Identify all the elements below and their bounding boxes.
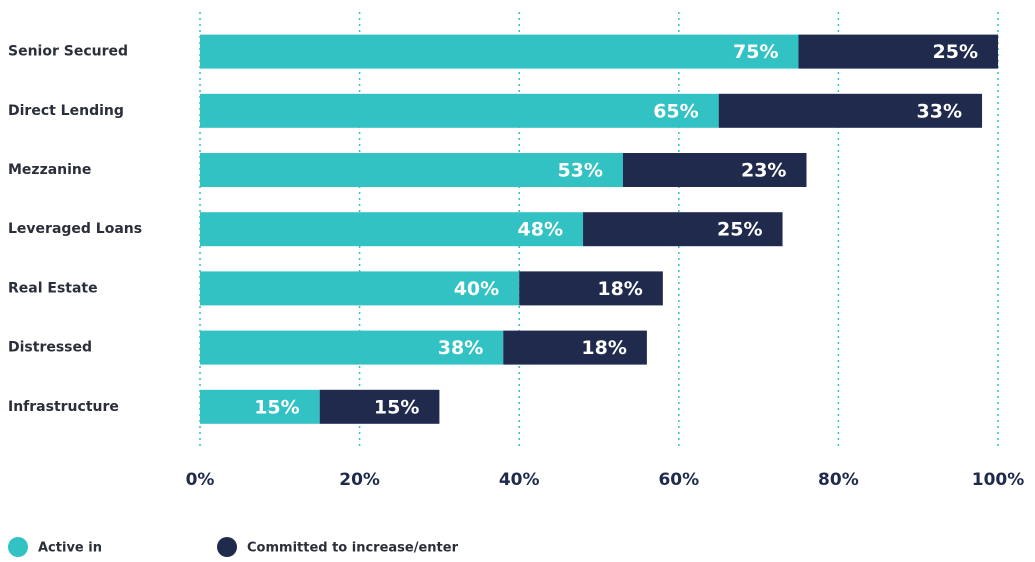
value-label: 18% <box>581 337 626 359</box>
value-label: 40% <box>454 278 499 300</box>
x-tick-label: 80% <box>818 470 859 490</box>
value-label: 53% <box>557 160 602 182</box>
bar-segment <box>798 34 998 69</box>
legend-marker <box>8 537 28 557</box>
bar-segment <box>503 330 647 365</box>
bar-segment <box>200 153 623 187</box>
value-label: 23% <box>741 160 786 182</box>
x-tick-label: 60% <box>658 470 699 490</box>
category-label: Direct Lending <box>8 103 124 119</box>
value-label: 15% <box>254 396 299 418</box>
category-label: Mezzanine <box>8 162 91 178</box>
bar-segment <box>622 153 807 187</box>
bar-segment <box>200 389 320 424</box>
bar-segment <box>200 330 504 365</box>
bar-segment <box>200 271 520 306</box>
legend-label: Committed to increase/enter <box>247 541 459 556</box>
legend-label: Active in <box>38 541 102 556</box>
category-label: Distressed <box>8 340 92 356</box>
x-tick-label: 0% <box>186 470 215 490</box>
value-label: 18% <box>597 278 642 300</box>
category-label: Real Estate <box>8 280 98 296</box>
bar-segment <box>200 34 799 69</box>
value-label: 65% <box>653 100 698 122</box>
value-label: 25% <box>717 219 762 241</box>
x-tick-label: 20% <box>339 470 380 490</box>
bar-segment <box>519 271 663 306</box>
x-tick-label: 40% <box>499 470 540 490</box>
bar-segment <box>583 212 783 247</box>
category-label: Infrastructure <box>8 399 119 415</box>
x-tick-label: 100% <box>972 470 1025 490</box>
value-label: 15% <box>374 396 419 418</box>
legend-marker <box>217 537 237 557</box>
bar-segment <box>718 93 983 128</box>
bar-segment <box>200 212 584 247</box>
bar-segment <box>200 93 719 128</box>
value-label: 25% <box>933 41 978 63</box>
value-label: 75% <box>733 41 778 63</box>
value-label: 33% <box>917 100 962 122</box>
category-label: Leveraged Loans <box>8 221 142 237</box>
bar-segment <box>319 389 440 424</box>
category-label: Senior Secured <box>8 44 128 60</box>
value-label: 48% <box>518 219 563 241</box>
value-label: 38% <box>438 337 483 359</box>
